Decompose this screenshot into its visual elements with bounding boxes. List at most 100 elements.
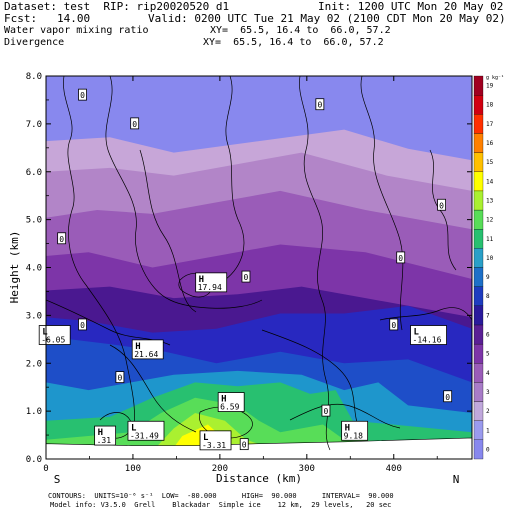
x-tick-label: 400	[386, 464, 402, 474]
contour-label-box	[443, 390, 453, 403]
axes: 0.0 1.0 2.0 3.0 4.0 5.0 6.0 7.0 8.0 0 100 200 300 400	[26, 72, 472, 474]
contour-label-box	[78, 318, 87, 331]
extremum-box	[195, 272, 228, 293]
extremum-box	[131, 339, 164, 360]
contour-label-box	[241, 270, 251, 283]
colorbar-label: 8	[486, 293, 490, 300]
colorbar-swatch	[473, 75, 484, 96]
extremum-value: 21.64	[134, 350, 158, 359]
extremum-value: -31.49	[130, 431, 159, 440]
colorbar-label: 11	[486, 236, 494, 243]
colorbar-swatch	[473, 152, 484, 172]
init-time: Init: 1200 UTC Mon 20 May 02	[318, 0, 504, 13]
colorbar-label: 17	[486, 121, 494, 128]
contour-label-box	[130, 117, 140, 130]
y-tick-label: 0.0	[26, 455, 42, 465]
contour-label: 0	[439, 201, 444, 210]
contour-label: 0	[80, 321, 85, 330]
extremum-type: H	[345, 423, 350, 433]
contour-label-box	[437, 198, 446, 211]
compass-north: N	[453, 473, 460, 486]
contour-label-box	[389, 318, 399, 331]
extremum-box	[94, 425, 117, 446]
colorbar-label: 12	[486, 217, 494, 224]
divergence-contour-line	[289, 403, 401, 429]
colorbar-swatch	[473, 267, 484, 287]
forecast-hour: Fcst: 14.00	[4, 12, 91, 25]
colorbar-label: 10	[486, 255, 494, 262]
colorbar-swatch	[473, 305, 484, 326]
y-tick-label: 3.0	[26, 311, 42, 321]
extremum-value: 9.18	[344, 431, 363, 440]
colorbar-label: 5	[486, 351, 490, 358]
contour-label: 0	[244, 273, 249, 282]
x-tick-label: 200	[212, 464, 228, 474]
contour-label-box	[57, 232, 67, 245]
extremum-box	[341, 420, 369, 441]
extremum-box	[127, 420, 165, 441]
x-tick-label: 0	[43, 464, 48, 474]
y-tick-label: 1.0	[26, 407, 42, 417]
contour-label: 0	[398, 254, 403, 263]
compass-south: S	[54, 473, 61, 486]
colorbar-label: 2	[486, 408, 490, 415]
moisture-fill-layers	[46, 76, 472, 459]
divergence-contour-line	[109, 344, 197, 433]
colorbar-swatch	[473, 401, 484, 421]
extremum-box	[199, 430, 232, 451]
divergence-contour-line	[221, 76, 245, 283]
colorbar-label: 3	[486, 389, 490, 396]
extremum-value: 6.59	[220, 403, 239, 412]
contour-label-box	[321, 404, 331, 417]
extremum-value: -3.31	[202, 441, 226, 450]
x-tick-label: 300	[299, 464, 315, 474]
divergence-contour-line	[379, 307, 472, 321]
colorbar-swatch	[473, 95, 484, 115]
colorbar-swatch	[473, 209, 484, 230]
extremum-value: -14.16	[413, 336, 442, 345]
contour-label: 0	[132, 120, 137, 129]
colorbar-swatch	[473, 324, 484, 345]
colorbar-swatch	[473, 286, 484, 306]
colorbar-label: 19	[486, 83, 494, 90]
y-tick-label: 2.0	[26, 359, 42, 369]
colorbar-label: 18	[486, 102, 494, 109]
colorbar-swatch	[473, 439, 484, 460]
colorbar-label: 7	[486, 312, 490, 319]
contour-label: 0	[317, 101, 322, 110]
contour-label-box	[315, 98, 325, 111]
colorbar-label: 13	[486, 197, 494, 204]
x-tick-label: 100	[125, 464, 141, 474]
model-info: Model info: V3.5.0 Grell Blackadar Simpl…	[50, 501, 392, 509]
colorbar-unit: g kg⁻¹	[486, 75, 504, 81]
extremum-type: L	[203, 433, 209, 443]
colorbar-label: 1	[486, 427, 490, 434]
contour-label: 0	[324, 407, 329, 416]
divergence-contour-line	[105, 76, 263, 309]
colorbar-swatch	[473, 248, 484, 268]
x-axis-label: Distance (km)	[216, 472, 302, 485]
extremum-box	[38, 325, 71, 345]
cross-section-endpoints-1: XY= 65.5, 16.4 to 66.0, 57.2	[210, 25, 391, 36]
colorbar-label: 6	[486, 332, 490, 339]
contour-label-box	[239, 438, 249, 451]
y-tick-label: 8.0	[26, 72, 42, 82]
valid-time: Valid: 0200 UTC Tue 21 May 02 (2100 CDT …	[148, 12, 506, 25]
colorbar-label: 14	[486, 178, 494, 185]
colorbar-label: 9	[486, 274, 490, 281]
extremum-type: L	[131, 423, 137, 433]
y-tick-label: 6.0	[26, 168, 42, 178]
extremum-box	[217, 392, 245, 412]
contour-label: 0	[59, 235, 64, 244]
contour-label: 0	[445, 393, 450, 402]
dataset-line: Dataset: test RIP: rip20020520 d1	[4, 0, 230, 13]
extremum-value: -6.05	[41, 336, 65, 345]
divergence-contour-line	[63, 76, 135, 441]
y-tick-label: 7.0	[26, 120, 42, 130]
extremum-value: 17.94	[198, 283, 222, 292]
colorbar-swatch	[473, 229, 484, 249]
colorbar-label: 15	[486, 159, 494, 166]
contour-label: 0	[117, 374, 122, 383]
